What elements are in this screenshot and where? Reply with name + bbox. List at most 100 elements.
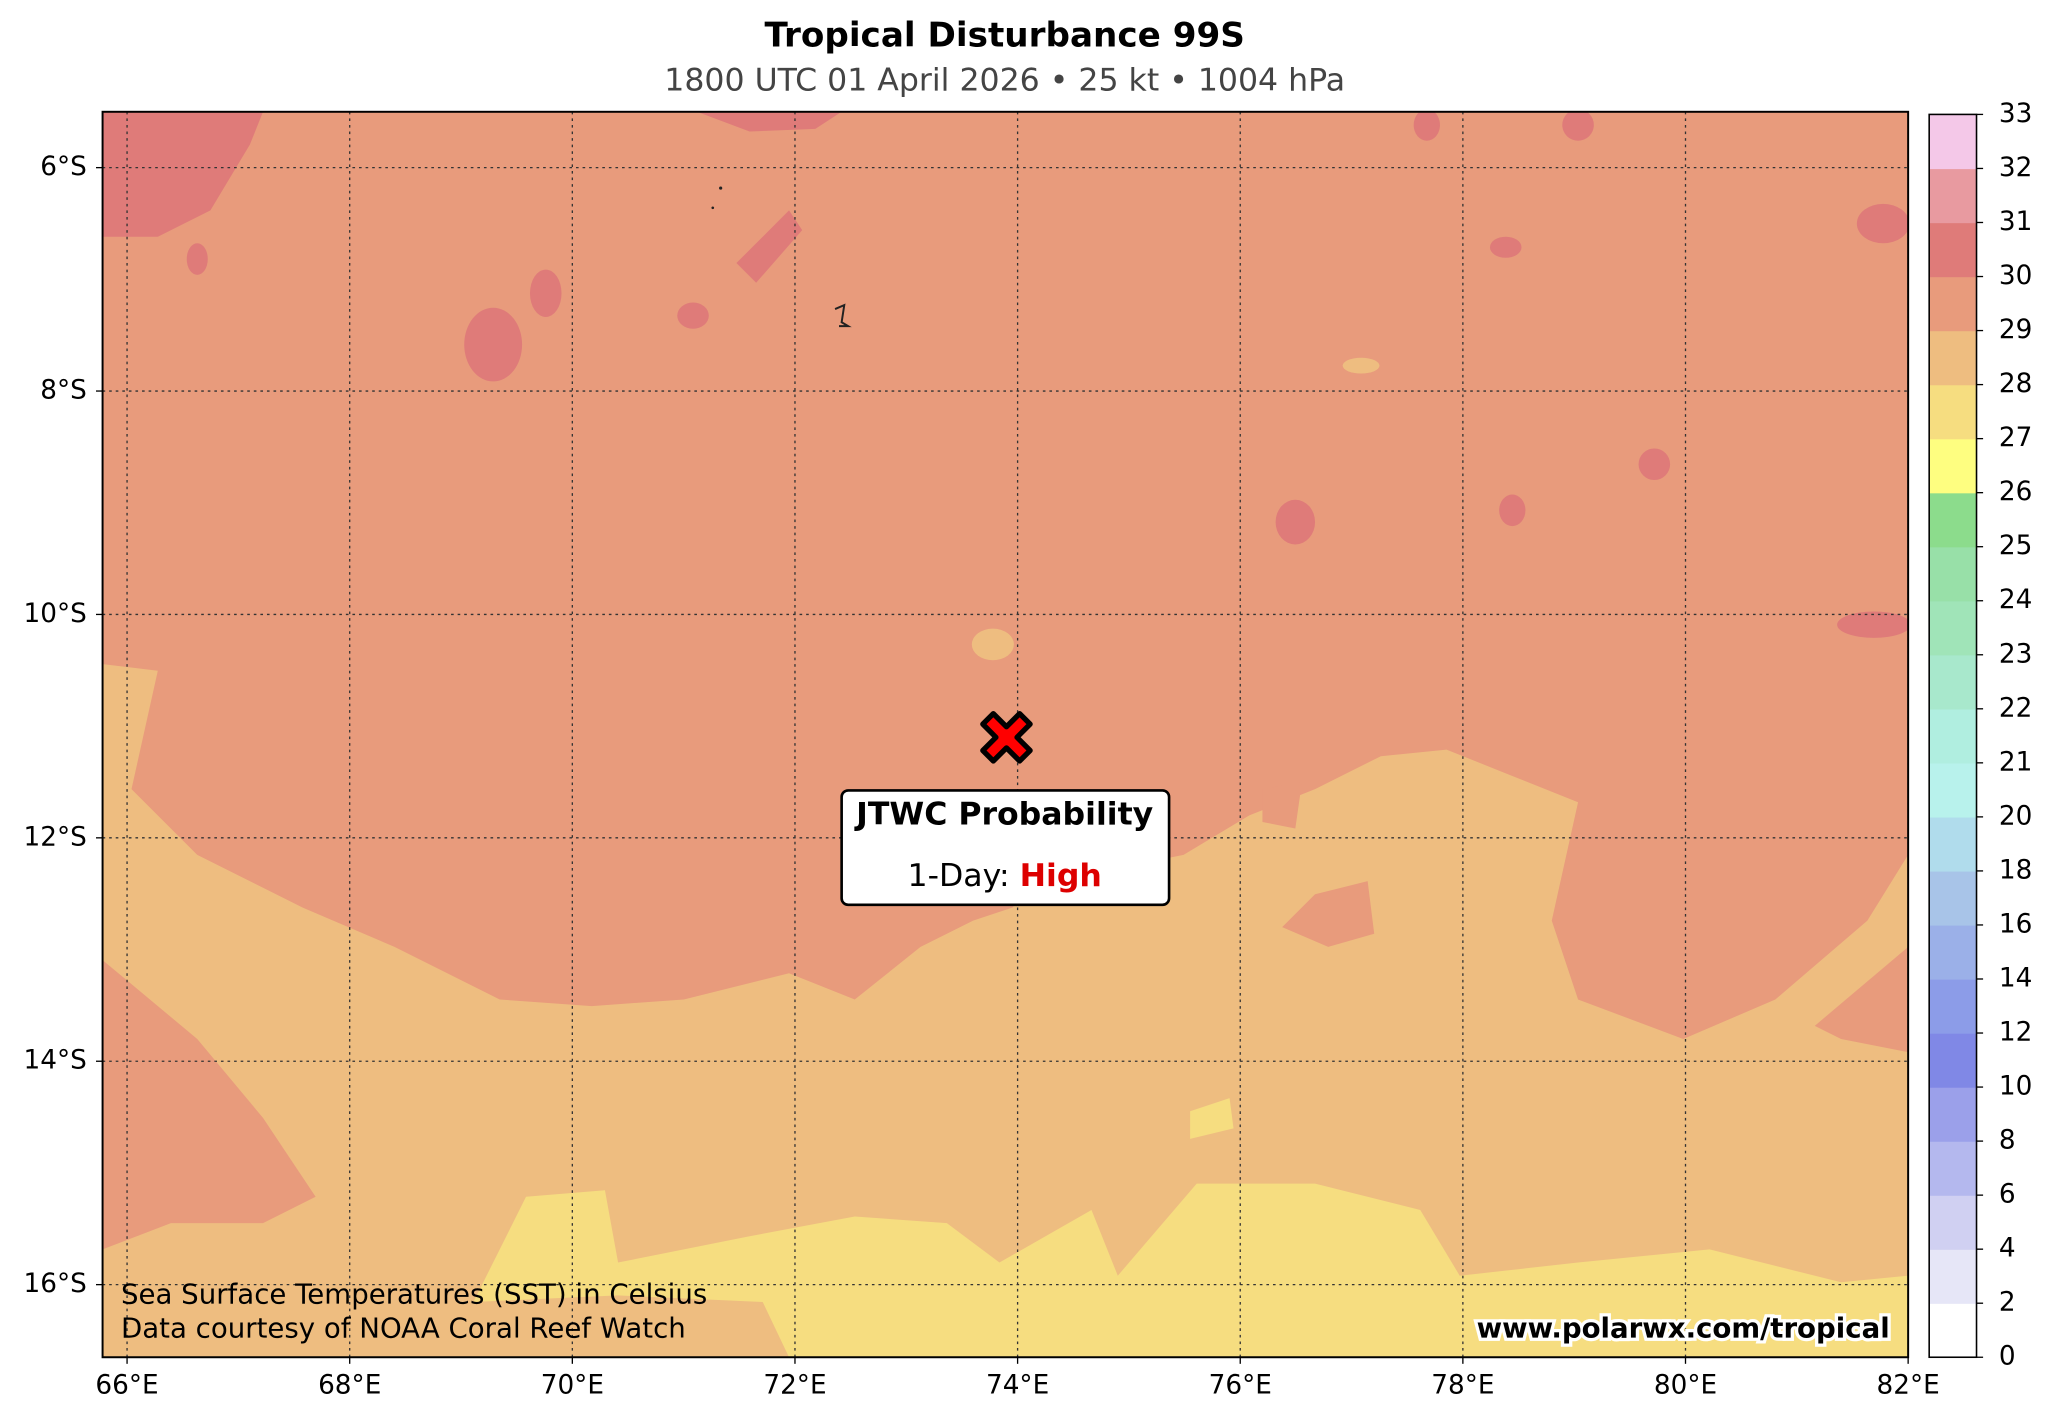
- sst-region: [1342, 357, 1380, 374]
- colorbar-label: 20: [1999, 801, 2032, 831]
- sst-region: [1837, 611, 1909, 638]
- colorbar-cell: [1929, 330, 1977, 386]
- y-tick-label: 10°S: [23, 599, 86, 629]
- colorbar-cell: [1929, 222, 1977, 278]
- colorbar-label: 22: [1999, 693, 2032, 723]
- storm-x: [980, 711, 1033, 764]
- sst-region: [464, 307, 523, 382]
- colorbar-label: 25: [1999, 531, 2032, 561]
- colorbar-label: 0: [1999, 1342, 2016, 1372]
- colorbar-label: 28: [1999, 369, 2032, 399]
- colorbar-cell: [1929, 870, 1977, 926]
- sst-region: [971, 628, 1014, 661]
- sst-region: [1262, 782, 1375, 947]
- sst-region: [1413, 111, 1440, 141]
- colorbar-label: 32: [1999, 153, 2032, 183]
- colorbar-cell: [1929, 924, 1977, 980]
- title: Tropical Disturbance 99S: [764, 15, 1244, 55]
- colorbar-label: 26: [1999, 477, 2032, 507]
- colorbar-label: 33: [1999, 99, 2032, 129]
- sst-region: [1499, 494, 1526, 527]
- colorbar-cell: [1929, 384, 1977, 440]
- sst-region: [1275, 499, 1316, 545]
- colorbar-label: 16: [1999, 909, 2032, 939]
- colorbar-cell: [1929, 654, 1977, 710]
- sst-region: [1190, 1098, 1234, 1139]
- box-line: 1-Day: High: [908, 858, 1102, 894]
- x-tick-label: 72°E: [763, 1371, 826, 1401]
- y-tick-label: 6°S: [40, 152, 87, 182]
- colorbar-label: 30: [1999, 261, 2032, 291]
- colorbar-cell: [1929, 114, 1977, 170]
- sst-region: [1562, 111, 1594, 141]
- colorbar-cell: [1929, 1249, 1977, 1304]
- colorbar-label: 21: [1999, 747, 2032, 777]
- y-tick-label: 8°S: [40, 376, 87, 406]
- sst-region: [102, 664, 1909, 1358]
- colorbar-label: 2: [1999, 1288, 2016, 1318]
- colorbar-label: 18: [1999, 855, 2032, 885]
- sst-region: [1814, 946, 1909, 1053]
- y-tick-label: 14°S: [23, 1046, 86, 1076]
- period: 1-Day:: [908, 858, 1010, 894]
- island: [834, 303, 852, 328]
- colorbar-label: 12: [1999, 1018, 2032, 1048]
- sst-region: [529, 269, 562, 317]
- colorbar-cell: [1929, 168, 1977, 224]
- colorbar-cell: [1929, 546, 1977, 602]
- x-tick-label: 80°E: [1654, 1371, 1717, 1401]
- credit-line: Sea Surface Temperatures (SST) in Celsiu…: [121, 1277, 707, 1310]
- sst-region: [696, 111, 842, 283]
- axes: 66°E 68°E 70°E 72°E 74°E 76°E 78°E 80°E 82°E 6°S 8…: [23, 152, 1939, 1401]
- colorbar-cell: [1929, 1033, 1977, 1088]
- sst-region: [102, 960, 316, 1250]
- colorbar-label: 8: [1999, 1126, 2016, 1156]
- map-frame: [101, 110, 1910, 1359]
- sst-region: [1856, 203, 1909, 244]
- sst-region: [1638, 448, 1671, 481]
- colorbar-label: 4: [1999, 1234, 2016, 1264]
- credit-line: Data courtesy of NOAA Coral Reef Watch: [121, 1312, 686, 1345]
- subtitle: 1800 UTC 01 April 2026 • 25 kt • 1004 hP…: [664, 63, 1345, 99]
- level: High: [1020, 858, 1102, 894]
- x-tick-label: 68°E: [318, 1371, 381, 1401]
- colorbar-frame: [1928, 113, 1978, 1359]
- colorbar-cell: [1929, 1303, 1977, 1358]
- colorbar-label: 31: [1999, 207, 2032, 237]
- colorbar-label: 10: [1999, 1072, 2032, 1102]
- website: www.polarwx.com/tropical: [1477, 1312, 1890, 1345]
- colorbar-label: 29: [1999, 315, 2032, 345]
- box-title: JTWC Probability: [854, 796, 1153, 832]
- colorbar-cell: [1929, 276, 1977, 332]
- colorbar-cell: [1929, 438, 1977, 494]
- colorbar-label: 23: [1999, 639, 2032, 669]
- sst-region: [473, 1183, 1909, 1358]
- x-tick-label: 70°E: [541, 1371, 604, 1401]
- colorbar-cell: [1929, 600, 1977, 656]
- colorbar-cell: [1929, 978, 1977, 1034]
- x-tick-label: 66°E: [95, 1371, 158, 1401]
- sst-field: [102, 111, 1909, 1358]
- island: [719, 186, 723, 190]
- colorbar-label: 14: [1999, 963, 2032, 993]
- sst-region: [186, 243, 208, 275]
- colorbar-label: 27: [1999, 423, 2032, 453]
- colorbar-label: 6: [1999, 1180, 2016, 1210]
- x-tick-label: 74°E: [986, 1371, 1049, 1401]
- colorbar-cell: [1929, 1087, 1977, 1142]
- x-tick-label: 76°E: [1209, 1371, 1272, 1401]
- colorbar-cell: [1929, 1141, 1977, 1196]
- colorbar: 0246810121416182021222324252627282930313…: [1928, 99, 2032, 1372]
- x-tick-label: 82°E: [1877, 1371, 1940, 1401]
- island: [711, 206, 715, 210]
- colorbar-cell: [1929, 816, 1977, 872]
- colorbar-cell: [1929, 708, 1977, 764]
- colorbar-cell: [1929, 762, 1977, 818]
- sst-region: [102, 111, 264, 237]
- x-tick-label: 78°E: [1431, 1371, 1494, 1401]
- sst-region: [677, 302, 709, 329]
- probability-box: JTWC Probability 1-Day: High: [840, 789, 1171, 907]
- storm-marker: [980, 711, 1033, 764]
